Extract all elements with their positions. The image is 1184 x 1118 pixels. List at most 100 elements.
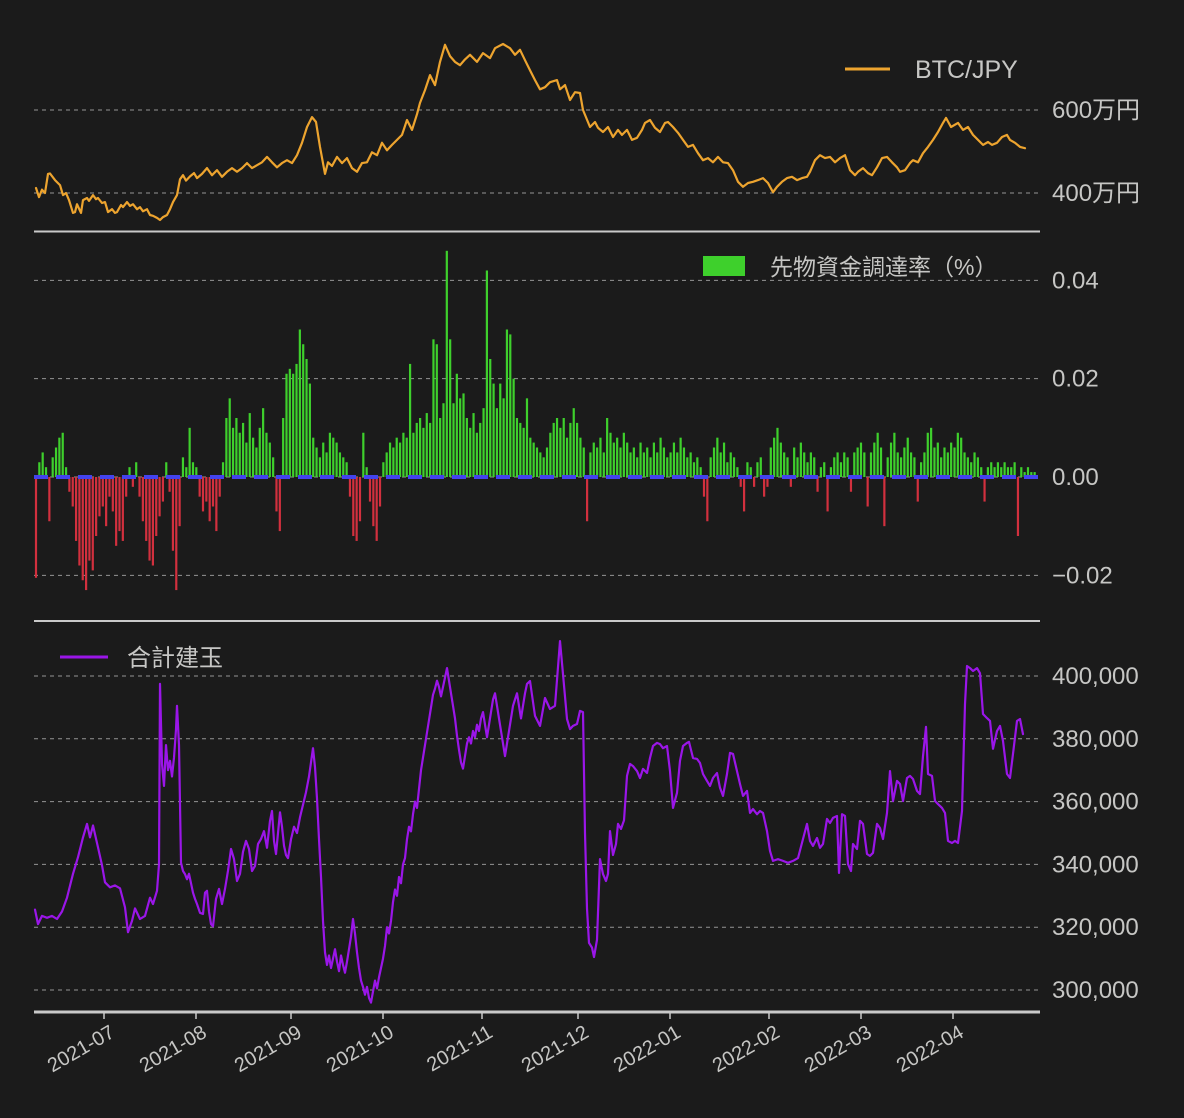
funding-bar-positive <box>976 457 979 477</box>
funding-bar-negative <box>115 477 118 546</box>
funding-bar-negative <box>1016 477 1020 536</box>
funding-bar-negative <box>348 477 352 497</box>
funding-bar-positive <box>589 452 592 477</box>
funding-bar-positive <box>889 442 893 477</box>
funding-bar-positive <box>746 462 749 477</box>
funding-bar-positive <box>285 373 288 477</box>
funding-bar-positive <box>879 447 883 477</box>
funding-bar-positive <box>181 457 185 477</box>
funding-bar-positive <box>859 442 863 477</box>
funding-bar-positive <box>545 447 549 477</box>
funding-bar-positive <box>472 413 475 477</box>
funding-bar-positive <box>786 457 789 477</box>
funding-bar-positive <box>973 452 976 477</box>
funding-bar-positive <box>245 442 248 477</box>
funding-bar-positive <box>956 432 959 477</box>
y-tick-label: 0.04 <box>1052 267 1099 294</box>
funding-bar-positive <box>829 467 833 477</box>
funding-bar-negative <box>151 477 154 566</box>
funding-bar-positive <box>599 437 602 477</box>
funding-bar-negative <box>742 477 746 512</box>
funding-bar-negative <box>111 477 114 512</box>
funding-bar-positive <box>1003 462 1006 477</box>
funding-bar-negative <box>68 477 71 492</box>
funding-bar-positive <box>435 344 438 477</box>
funding-bar-negative <box>48 477 51 522</box>
funding-bar-positive <box>606 418 609 477</box>
funding-bar-positive <box>342 457 345 477</box>
funding-bar-negative <box>168 477 171 492</box>
funding-bar-positive <box>933 447 936 477</box>
funding-bar-positive <box>869 452 873 477</box>
funding-bar-negative <box>753 477 756 487</box>
funding-bar-negative <box>81 477 84 581</box>
funding-bar-positive <box>930 427 933 477</box>
funding-bar-negative <box>702 477 706 497</box>
y-tick-label: 600万円 <box>1052 97 1140 124</box>
funding-bar-positive <box>525 398 529 477</box>
funding-bar-negative <box>763 477 766 497</box>
funding-bar-positive <box>58 437 61 477</box>
legend-btc-jpy: BTC/JPY <box>845 56 1018 84</box>
funding-bar-positive <box>656 452 659 477</box>
funding-bar-positive <box>228 398 231 477</box>
funding-bar-negative <box>278 477 281 532</box>
funding-bar-positive <box>509 334 512 477</box>
funding-bar-positive <box>953 447 956 477</box>
y-tick-label: 320,000 <box>1052 914 1139 941</box>
funding-bar-positive <box>736 467 739 477</box>
funding-bar-positive <box>893 432 896 477</box>
funding-bar-positive <box>873 442 876 477</box>
funding-bar-positive <box>432 339 435 477</box>
funding-bar-positive <box>552 422 555 477</box>
funding-bar-positive <box>385 452 388 477</box>
funding-bar-positive <box>1033 472 1036 477</box>
funding-bar-positive <box>382 462 385 477</box>
y-tick-label: 340,000 <box>1052 851 1139 878</box>
funding-bar-negative <box>275 477 278 512</box>
funding-bar-positive <box>669 452 672 477</box>
funding-bar-negative <box>118 477 121 532</box>
funding-bar-positive <box>833 457 836 477</box>
funding-bar-negative <box>205 477 208 502</box>
funding-bar-positive <box>54 447 58 477</box>
funding-bar-positive <box>853 452 856 477</box>
funding-bar-positive <box>305 358 308 477</box>
funding-bar-positive <box>308 383 311 477</box>
funding-bar-positive <box>572 408 575 477</box>
y-tick-label: 300,000 <box>1052 977 1139 1004</box>
funding-bar-positive <box>809 452 812 477</box>
funding-bar-positive <box>64 467 68 477</box>
funding-bar-negative <box>108 477 111 497</box>
funding-bar-positive <box>522 427 525 477</box>
funding-bar-positive <box>759 457 762 477</box>
funding-bar-negative <box>178 477 181 527</box>
funding-bar-positive <box>699 467 702 477</box>
funding-bar-positive <box>632 447 635 477</box>
funding-bar-negative <box>198 477 201 497</box>
funding-bar-positive <box>482 408 485 477</box>
funding-bar-positive <box>425 413 428 477</box>
funding-bar-positive <box>990 462 993 477</box>
funding-bar-negative <box>211 477 215 507</box>
funding-bar-positive <box>596 447 599 477</box>
funding-bar-positive <box>886 457 889 477</box>
funding-bar-positive <box>863 452 866 477</box>
y-tick-label: 380,000 <box>1052 726 1139 753</box>
funding-bar-positive <box>268 442 271 477</box>
funding-bar-positive <box>823 462 826 477</box>
funding-bar-negative <box>148 477 151 561</box>
funding-bar-positive <box>479 422 482 477</box>
funding-bar-negative <box>215 477 218 532</box>
funding-bar-positive <box>856 447 859 477</box>
funding-bar-positive <box>499 383 502 477</box>
open-interest-line <box>33 639 1025 1004</box>
funding-bar-positive <box>652 442 655 477</box>
funding-bar-positive <box>439 418 442 477</box>
funding-bar-positive <box>419 418 422 477</box>
funding-bar-positive <box>796 457 799 477</box>
funding-bar-negative <box>138 477 141 497</box>
funding-bar-positive <box>288 368 291 477</box>
